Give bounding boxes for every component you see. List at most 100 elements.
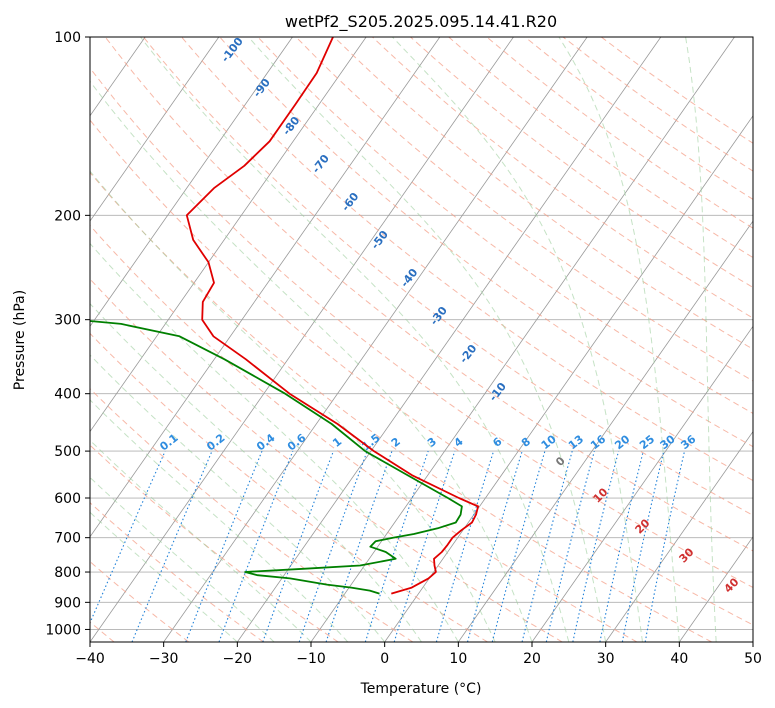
moist-adiabat [90, 242, 459, 642]
isotherm-30 [605, 430, 753, 642]
moist-adiabat [90, 302, 422, 642]
y-tick-label: 200 [54, 208, 81, 224]
mixing-ratio-line [435, 450, 495, 642]
theta-label: -20 [457, 342, 480, 366]
mixing-ratio-label: 30 [658, 432, 678, 452]
theta-label: -40 [398, 266, 421, 290]
mixing-ratio-label: 0.6 [285, 431, 309, 453]
moist-adiabat [90, 80, 533, 642]
dry-adiabat [90, 387, 414, 642]
mixing-ratio-line [262, 450, 334, 642]
moist-adiabat-label: 20 [633, 516, 653, 536]
mixing-ratio-label: 10 [539, 432, 559, 452]
moist-adiabat-label: 10 [591, 485, 611, 505]
x-tick-label: 10 [449, 651, 467, 667]
isotherm--40 [90, 37, 514, 642]
moist-adiabat-label: 40 [722, 575, 742, 595]
mixing-ratio-line [185, 450, 263, 642]
mixing-ratio-line [218, 450, 294, 642]
dry-adiabat [524, 37, 753, 200]
dry-adiabat [447, 37, 753, 259]
isotherm--100 [0, 37, 72, 642]
moist-adiabat [90, 439, 312, 642]
moist-adiabat [558, 37, 680, 642]
temperature-profile [185, 37, 479, 595]
theta-label: -100 [219, 35, 246, 65]
mixing-ratio-label: 36 [678, 432, 698, 452]
moist-adiabat [90, 476, 275, 642]
mixing-ratio-label: 16 [588, 432, 608, 452]
mixing-ratio-label: 3 [425, 435, 439, 450]
isotherm-40 [679, 536, 753, 642]
isotherm-20 [531, 325, 753, 642]
y-tick-label: 100 [54, 30, 81, 46]
moist-adiabat [392, 37, 643, 642]
mixing-ratio-label: 1 [330, 435, 344, 450]
x-tick-label: −20 [223, 651, 253, 667]
dry-adiabat [600, 37, 753, 144]
dry-adiabat [486, 37, 753, 229]
mixing-ratio-line [599, 450, 644, 642]
moist-adiabat [90, 170, 496, 642]
moist-adiabat [140, 37, 570, 642]
moist-adiabat [90, 511, 238, 642]
mixing-ratio-line [364, 450, 429, 642]
theta-label: -80 [280, 114, 303, 138]
dry-adiabat [90, 119, 753, 626]
x-tick-label: 20 [523, 651, 541, 667]
dry-adiabat [562, 37, 753, 172]
mixing-ratio-line [572, 450, 620, 642]
isotherm--30 [163, 37, 588, 642]
y-axis-label: Pressure (hPa) [12, 290, 28, 390]
dry-adiabat [333, 37, 753, 350]
theta-label: -60 [339, 190, 362, 214]
y-tick-label: 400 [54, 387, 81, 403]
isotherm--70 [90, 37, 293, 327]
isotherm--80 [90, 37, 220, 222]
x-tick-label: 30 [597, 651, 615, 667]
isotherm-50 [752, 641, 753, 642]
mixing-ratio-line [466, 450, 523, 642]
y-tick-label: 300 [54, 313, 81, 329]
x-tick-label: −40 [75, 651, 105, 667]
dry-adiabat [90, 278, 563, 642]
dry-adiabat [90, 560, 190, 642]
dry-adiabat [90, 67, 753, 589]
mixing-ratio-label: 0.1 [157, 431, 180, 453]
moist-adiabat [248, 37, 607, 642]
isotherm--10 [310, 37, 735, 642]
y-tick-label: 800 [54, 565, 81, 581]
mixing-ratio-line [545, 450, 595, 642]
dry-adiabat [371, 37, 753, 319]
mixing-ratio-label: 2 [389, 435, 403, 450]
mixing-ratio-label: 13 [566, 433, 586, 453]
isotherm--60 [90, 37, 367, 433]
mixing-ratio-line [90, 450, 166, 625]
moist-adiabat [90, 354, 386, 642]
moist-adiabat-label: 30 [677, 545, 697, 565]
chart-title: wetPf2_S205.2025.095.14.41.R20 [285, 12, 557, 32]
y-tick-label: 600 [54, 491, 81, 507]
dry-adiabat [295, 37, 753, 382]
mixing-ratio-line [131, 450, 213, 642]
plot-frame [89, 36, 754, 643]
theta-label: -70 [310, 152, 333, 176]
dry-adiabat [90, 332, 488, 642]
mixing-ratio-line [325, 450, 393, 642]
mixing-ratio-line [521, 450, 573, 642]
sounding-profiles [90, 37, 479, 595]
x-axis: −40 −30 −20 −10 0 10 20 30 40 50 [75, 642, 762, 667]
dry-adiabat [90, 224, 638, 642]
mixing-ratio-label: 20 [612, 432, 632, 452]
y-tick-label: 700 [54, 531, 81, 547]
x-tick-label: −30 [149, 651, 179, 667]
moist-adiabat [685, 37, 717, 642]
isotherm--50 [90, 37, 441, 538]
x-axis-label: Temperature (°C) [360, 681, 482, 697]
x-tick-label: 0 [380, 651, 389, 667]
x-tick-label: 50 [744, 651, 762, 667]
dry-adiabat [90, 501, 264, 642]
dry-adiabat [257, 37, 753, 415]
mixing-ratio-line [491, 450, 546, 642]
